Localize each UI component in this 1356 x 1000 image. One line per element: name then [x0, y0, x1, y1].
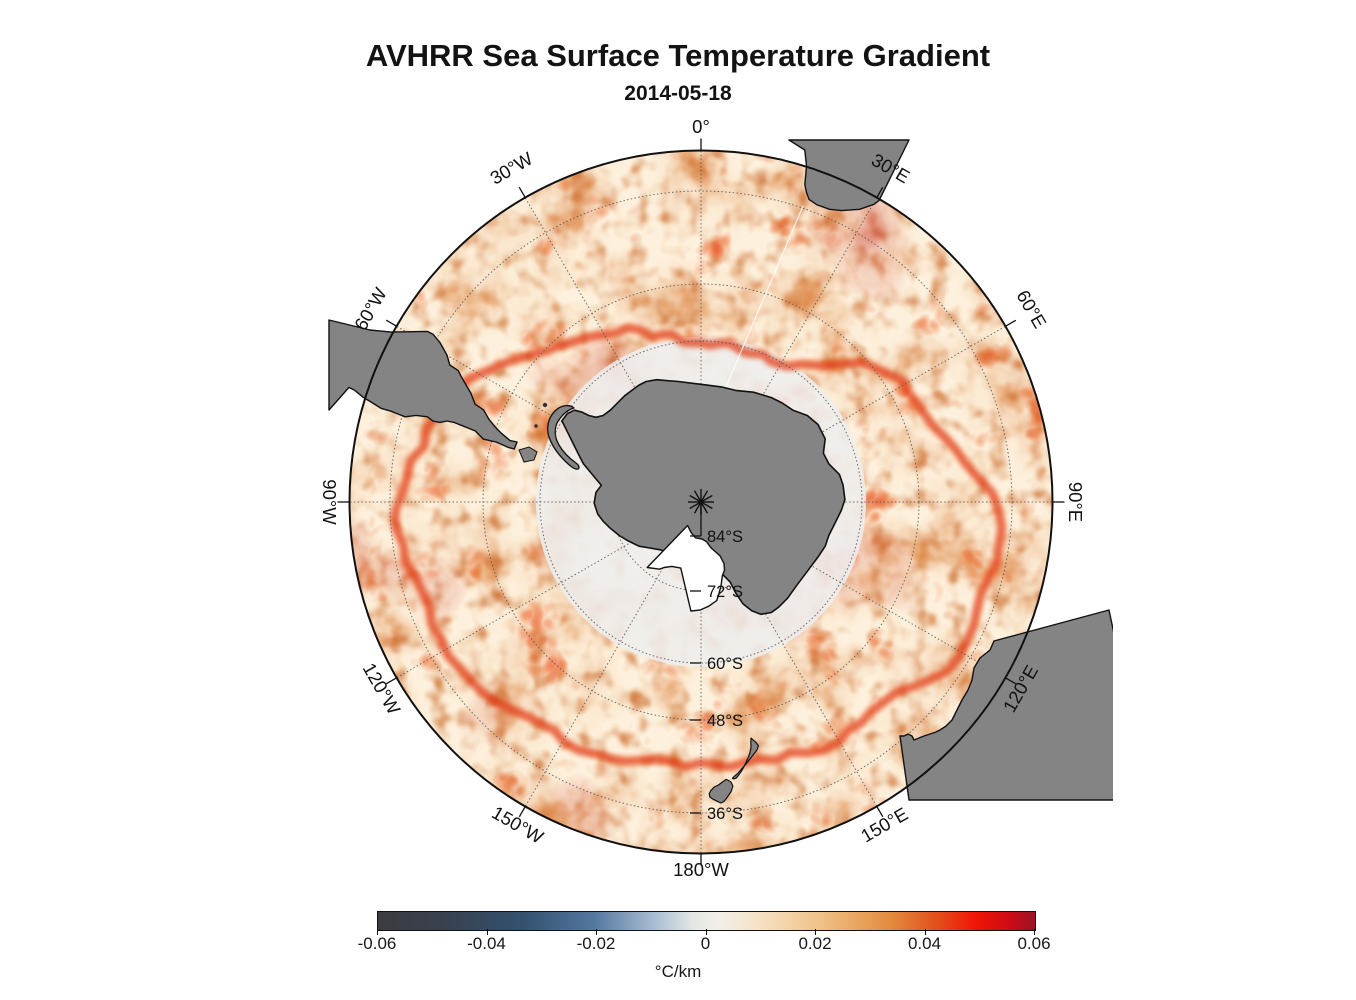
svg-text:90°W: 90°W — [319, 479, 340, 525]
svg-text:180°W: 180°W — [673, 859, 729, 880]
svg-text:72°S: 72°S — [707, 583, 743, 601]
svg-text:60°S: 60°S — [707, 655, 743, 673]
svg-text:60°E: 60°E — [1012, 286, 1050, 331]
svg-text:0°: 0° — [692, 116, 710, 137]
svg-text:48°S: 48°S — [707, 712, 743, 730]
svg-text:90°E: 90°E — [1065, 482, 1086, 522]
svg-text:60°W: 60°W — [350, 284, 391, 334]
svg-text:30°W: 30°W — [486, 147, 536, 188]
svg-text:84°S: 84°S — [707, 528, 743, 546]
svg-text:36°S: 36°S — [707, 805, 743, 823]
